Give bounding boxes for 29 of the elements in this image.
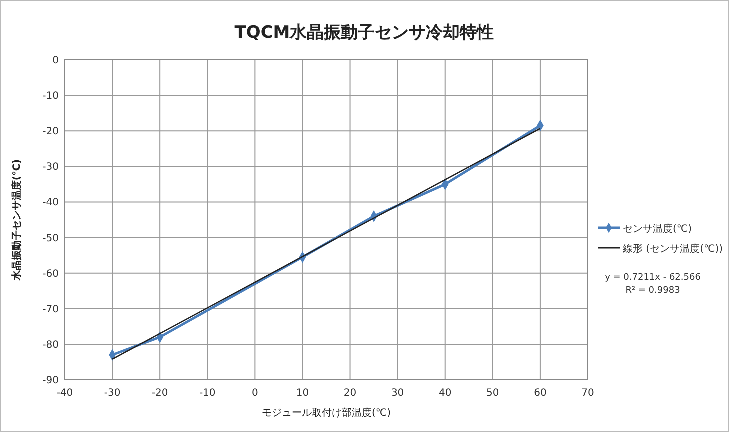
- x-tick-label: -40: [56, 388, 74, 399]
- y-tick-label: -80: [42, 340, 59, 351]
- y-tick-label: -50: [42, 233, 59, 244]
- y-tick-label: -40: [42, 198, 59, 209]
- y-tick-label: -20: [42, 126, 59, 138]
- x-tick-label: 40: [438, 388, 452, 399]
- y-tick-label: -10: [42, 91, 59, 102]
- y-tick-label: -90: [42, 376, 59, 386]
- x-tick-label: 70: [582, 388, 594, 399]
- x-axis-title: モジュール取付け部温度(℃): [262, 407, 392, 419]
- y-tick-label: -70: [42, 304, 59, 316]
- y-axis-title: 水晶振動子センサ温度(℃): [11, 159, 23, 282]
- text: y = 0.7211x - 62.566: [605, 273, 702, 283]
- legend-label: センサ温度(℃): [623, 223, 692, 235]
- x-tick-label: 20: [344, 388, 357, 399]
- y-tick-label: -30: [42, 162, 59, 174]
- text: R² = 0.9983: [626, 286, 680, 296]
- x-tick-label: 30: [391, 388, 404, 399]
- x-tick-label: 0: [252, 388, 258, 399]
- y-tick-label: 0: [52, 56, 59, 66]
- x-tick-label: -30: [104, 388, 121, 399]
- x-tick-label: -20: [152, 388, 168, 399]
- x-tick-label: 50: [486, 388, 500, 399]
- x-tick-label: 60: [534, 388, 547, 399]
- x-tick-label: 10: [296, 388, 310, 399]
- legend-label: 線形 (センサ温度(℃)): [622, 243, 724, 255]
- chart-title: TQCM水晶振動子センサ冷却特性: [234, 23, 494, 43]
- y-tick-label: -60: [42, 268, 59, 280]
- x-tick-label: -10: [199, 388, 216, 399]
